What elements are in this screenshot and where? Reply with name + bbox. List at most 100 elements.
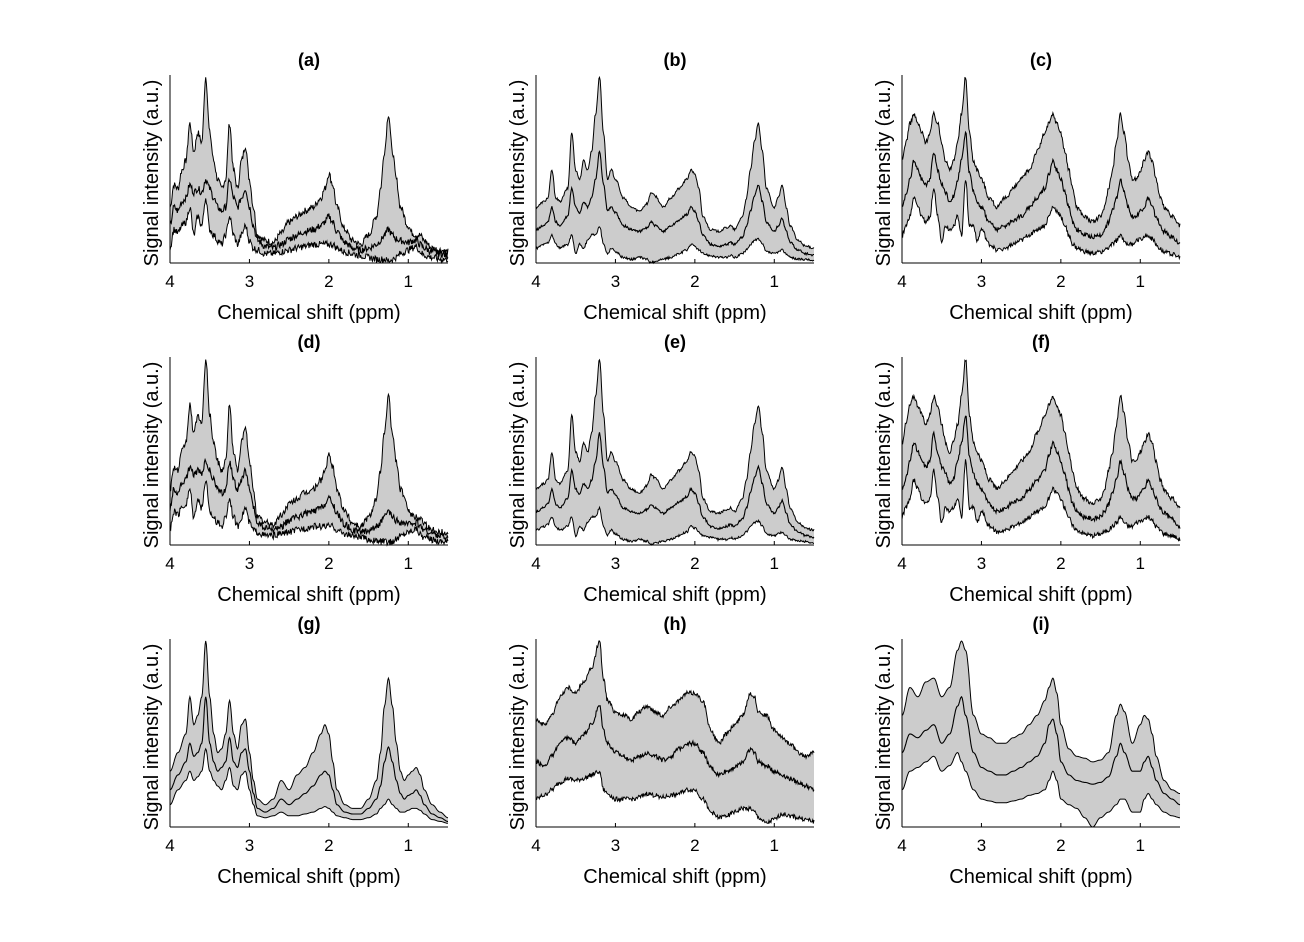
panel-title: (i) [1033,614,1050,634]
y-axis-label: Signal intensity (a.u.) [873,644,895,831]
y-axis-label: Signal intensity (a.u.) [141,80,163,267]
x-tick-label: 4 [897,272,906,291]
series-lower-line [169,747,449,824]
panel-title: (b) [664,50,687,70]
x-tick-label: 3 [611,272,620,291]
band-c [902,77,1180,259]
x-tick-label: 1 [1136,554,1145,573]
panel-c: 4 3 2 1 (c) Chemical shift (ppm) Signal intens… [873,50,1181,324]
band-a [170,77,448,263]
series-upper-line [169,359,449,537]
band-e [536,359,814,545]
series-upper-line [169,640,449,819]
panel-h: 4 3 2 1 (h) Chemical shift (ppm) Signal intens… [507,614,815,888]
x-tick-label: 4 [165,554,174,573]
panel-a: 4 3 2 1 (a) Chemical shift (ppm) Signal intens… [141,50,449,324]
series-mean-line [901,695,1181,806]
x-tick-label: 2 [324,272,333,291]
series-lower-line [901,180,1181,261]
panel-title: (g) [298,614,321,634]
series-mean-line [169,696,448,822]
x-tick-label: 1 [770,836,779,855]
x-tick-label: 4 [531,272,540,291]
x-tick-label: 2 [690,836,699,855]
x-tick-label: 1 [404,554,413,573]
x-tick-label: 3 [977,836,986,855]
band-g [170,641,448,824]
series-mean-line [901,415,1181,529]
y-axis-label: Signal intensity (a.u.) [141,362,163,549]
x-tick-label: 1 [404,836,413,855]
series-upper-line [901,640,1180,794]
panel-e: 4 3 2 1 (e) Chemical shift (ppm) Signal intens… [507,332,815,606]
series-mean-line [901,130,1181,245]
x-axis-label: Chemical shift (ppm) [583,302,766,324]
panel-title: (h) [664,614,687,634]
x-tick-label: 4 [897,554,906,573]
series-upper-line [901,359,1181,509]
band-h [536,641,814,824]
panel-title: (c) [1030,50,1052,70]
panel-title: (f) [1032,332,1050,352]
series-upper-line [535,358,815,532]
panel-i: 4 3 2 1 (i) Chemical shift (ppm) Signal intens… [873,614,1181,888]
x-axis-label: Chemical shift (ppm) [217,584,400,606]
y-axis-label: Signal intensity (a.u.) [507,644,529,831]
panel-title: (e) [664,332,686,352]
x-tick-label: 3 [611,554,620,573]
series-upper-line [169,77,449,256]
panel-d: 4 3 2 1 (d) Chemical shift (ppm) Signal intens… [141,332,449,606]
series-lower-line [169,480,449,547]
x-tick-label: 1 [770,554,779,573]
panel-f: 4 3 2 1 (f) Chemical shift (ppm) Signal intens… [873,332,1181,606]
x-tick-label: 4 [897,836,906,855]
y-axis-label: Signal intensity (a.u.) [141,644,163,831]
x-tick-label: 2 [324,554,333,573]
x-tick-label: 3 [245,554,254,573]
series-lower-line [901,459,1181,542]
x-tick-label: 2 [690,272,699,291]
series-upper-line [535,640,815,760]
series-mean-line [535,150,814,257]
series-lower-line [535,505,814,546]
panel-title: (a) [298,50,320,70]
series-lower-line [169,198,449,265]
x-tick-label: 3 [611,836,620,855]
band-b [536,77,814,263]
x-tick-label: 2 [1056,836,1065,855]
x-tick-label: 4 [531,836,540,855]
series-lower-line [535,769,815,825]
x-tick-label: 4 [165,272,174,291]
x-tick-label: 1 [404,272,413,291]
band-i [902,641,1180,827]
panel-g: 4 3 2 1 (g) Chemical shift (ppm) Signal intens… [141,614,449,888]
x-axis-label: Chemical shift (ppm) [583,584,766,606]
x-tick-label: 1 [770,272,779,291]
y-axis-label: Signal intensity (a.u.) [507,362,529,549]
x-axis-label: Chemical shift (ppm) [949,584,1132,606]
y-axis-label: Signal intensity (a.u.) [507,80,529,267]
series-mean-line [169,457,449,543]
series-mean-line [535,704,815,793]
x-tick-label: 3 [977,272,986,291]
x-tick-label: 2 [1056,272,1065,291]
panel-b: 4 3 2 1 (b) Chemical shift (ppm) Signal intens… [507,50,815,324]
series-upper-line [901,76,1181,228]
x-tick-label: 2 [324,836,333,855]
x-tick-label: 4 [165,836,174,855]
x-tick-label: 1 [1136,836,1145,855]
series-lower-line [535,226,815,265]
series-upper-line [535,75,815,250]
y-axis-label: Signal intensity (a.u.) [873,80,895,267]
x-axis-label: Chemical shift (ppm) [949,866,1132,888]
y-axis-label: Signal intensity (a.u.) [873,362,895,549]
x-axis-label: Chemical shift (ppm) [217,302,400,324]
series-mean-line [169,177,449,260]
x-tick-label: 2 [690,554,699,573]
series-mean-line [535,432,815,539]
x-axis-label: Chemical shift (ppm) [583,866,766,888]
panel-title: (d) [298,332,321,352]
x-tick-label: 3 [245,272,254,291]
band-d [170,359,448,545]
